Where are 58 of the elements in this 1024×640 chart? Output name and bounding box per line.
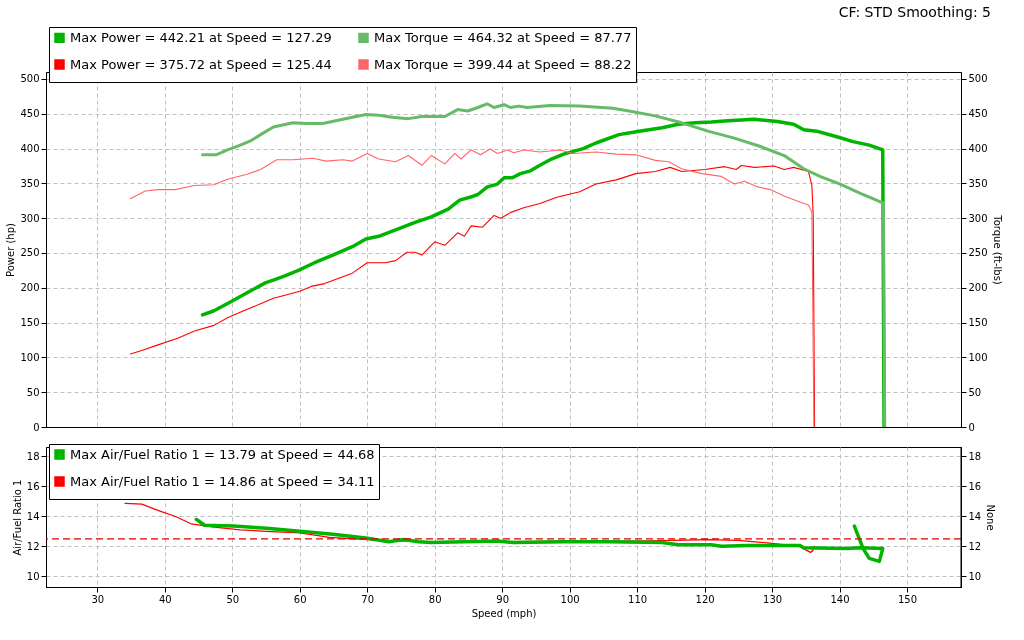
y-tick-label: 350 bbox=[20, 177, 40, 189]
y2-tick-label: 300 bbox=[968, 212, 988, 224]
x-tick-label: 50 bbox=[226, 593, 240, 605]
y-tick-label: 250 bbox=[20, 247, 40, 259]
x-tick-label: 150 bbox=[897, 593, 918, 605]
y-tick-label: 100 bbox=[20, 351, 40, 363]
y2-axis-title: None bbox=[985, 504, 997, 531]
y-tick-label: 300 bbox=[20, 212, 40, 224]
y-axis-title: Power (hp) bbox=[5, 222, 17, 277]
legend-label: Max Air/Fuel Ratio 1 = 14.86 at Speed = 34.11 bbox=[70, 473, 375, 489]
y-tick-label: 50 bbox=[26, 386, 40, 398]
y-tick-label: 150 bbox=[20, 317, 40, 329]
y2-tick-label: 12 bbox=[968, 540, 982, 552]
y2-tick-label: 14 bbox=[968, 510, 982, 522]
x-tick-label: 60 bbox=[293, 593, 307, 605]
y-tick-label: 12 bbox=[26, 540, 40, 552]
y2-tick-label: 400 bbox=[968, 143, 988, 155]
x-tick-label: 100 bbox=[560, 593, 580, 605]
x-tick-label: 80 bbox=[428, 593, 442, 605]
x-tick-label: 140 bbox=[830, 593, 850, 605]
x-tick-label: 90 bbox=[496, 593, 510, 605]
y2-tick-label: 450 bbox=[968, 108, 988, 120]
legend-label: Max Torque = 399.44 at Speed = 88.22 bbox=[374, 56, 632, 72]
x-tick-label: 70 bbox=[361, 593, 375, 605]
y-tick-label: 0 bbox=[33, 421, 40, 433]
y2-tick-label: 150 bbox=[968, 317, 988, 329]
x-tick-label: 130 bbox=[763, 593, 783, 605]
y2-axis-title: Torque (ft-lbs) bbox=[991, 214, 1003, 285]
y2-tick-label: 350 bbox=[968, 177, 988, 189]
y2-tick-label: 50 bbox=[968, 386, 982, 398]
y2-tick-label: 16 bbox=[968, 480, 982, 492]
y-tick-label: 18 bbox=[26, 450, 40, 462]
y-tick-label: 450 bbox=[20, 108, 40, 120]
y2-tick-label: 10 bbox=[968, 570, 982, 582]
legend-label: Max Torque = 464.32 at Speed = 87.77 bbox=[374, 29, 632, 45]
y2-tick-label: 200 bbox=[968, 282, 988, 294]
y2-tick-label: 0 bbox=[968, 421, 975, 433]
x-axis-title: Speed (mph) bbox=[471, 607, 537, 619]
text: CF: STD Smoothing: 5 bbox=[838, 4, 991, 20]
legend-label: Max Power = 442.21 at Speed = 127.29 bbox=[70, 29, 332, 45]
legend-label: Max Air/Fuel Ratio 1 = 13.79 at Speed = 44.68 bbox=[70, 446, 375, 462]
y-tick-label: 14 bbox=[26, 510, 40, 522]
x-tick-label: 120 bbox=[695, 593, 715, 605]
y2-tick-label: 18 bbox=[968, 450, 982, 462]
legend-label: Max Power = 375.72 at Speed = 125.44 bbox=[70, 56, 332, 72]
y-tick-label: 500 bbox=[20, 73, 40, 85]
y-tick-label: 200 bbox=[20, 282, 40, 294]
x-tick-label: 110 bbox=[628, 593, 648, 605]
y-tick-label: 400 bbox=[20, 143, 40, 155]
y2-tick-label: 500 bbox=[968, 73, 988, 85]
y2-tick-label: 250 bbox=[968, 247, 988, 259]
line-series bbox=[194, 517, 885, 564]
y-axis-title: Air/Fuel Ratio 1 bbox=[11, 479, 23, 556]
y2-tick-label: 100 bbox=[968, 351, 988, 363]
y-tick-label: 16 bbox=[26, 480, 40, 492]
x-tick-label: 40 bbox=[158, 593, 172, 605]
y-tick-label: 10 bbox=[26, 570, 40, 582]
x-tick-label: 30 bbox=[91, 593, 105, 605]
